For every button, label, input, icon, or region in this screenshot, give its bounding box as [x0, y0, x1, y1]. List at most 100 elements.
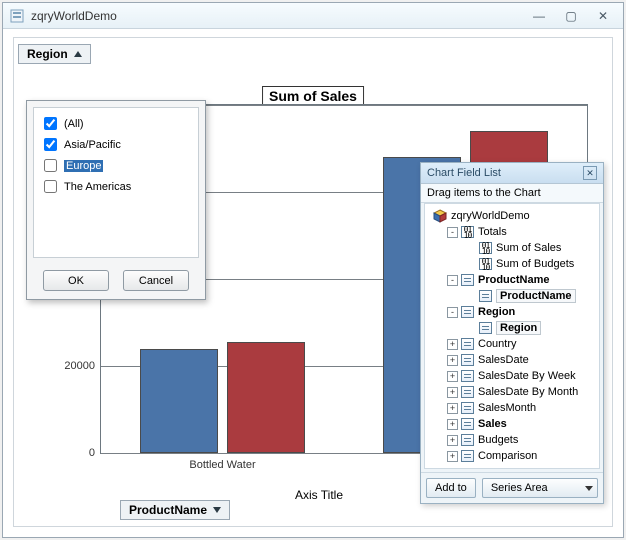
tree-node-label: Region: [496, 321, 541, 335]
collapse-icon[interactable]: -: [447, 307, 458, 318]
field-icon: [461, 370, 474, 382]
field-icon: [461, 274, 474, 286]
bar[interactable]: [227, 342, 305, 453]
field-icon: [461, 450, 474, 462]
region-dropzone-label: Region: [27, 47, 68, 61]
tree-node[interactable]: -ProductName: [431, 272, 597, 288]
field-list-subtitle: Drag items to the Chart: [421, 184, 603, 203]
field-icon: [461, 418, 474, 430]
tree-node[interactable]: - Region: [431, 304, 597, 320]
filter-option-label: The Americas: [64, 181, 131, 193]
field-icon: [461, 386, 474, 398]
filter-option[interactable]: The Americas: [40, 177, 192, 196]
filter-checkbox[interactable]: [44, 138, 57, 151]
filter-checkbox[interactable]: [44, 180, 57, 193]
tree-node[interactable]: 0110Sum of Budgets: [431, 256, 597, 272]
filter-checkbox[interactable]: [44, 117, 57, 130]
tree-spacer: [465, 323, 476, 334]
tree-node[interactable]: Region: [431, 320, 597, 336]
tree-node-label: Sum of Budgets: [496, 258, 574, 270]
chart-field-list-panel[interactable]: Chart Field List ✕ Drag items to the Cha…: [420, 162, 604, 504]
tree-node[interactable]: 0110 Sum of Sales: [431, 240, 597, 256]
collapse-icon[interactable]: -: [447, 275, 458, 286]
filter-option-label: (All): [64, 118, 84, 130]
x-axis-label: Axis Title: [295, 488, 343, 502]
tree-node[interactable]: + Country: [431, 336, 597, 352]
window-title: zqryWorldDemo: [31, 9, 117, 23]
tree-spacer: [465, 259, 476, 270]
tree-node-label: Region: [478, 306, 515, 318]
totals-icon: 0110: [461, 226, 474, 238]
cube-icon: [433, 209, 447, 223]
tree-node[interactable]: +Sales: [431, 416, 597, 432]
chart-canvas: Region ProductName Sum of Sales Axis Tit…: [13, 37, 613, 527]
tree-node-label: SalesDate By Month: [478, 386, 578, 398]
dropdown-up-icon: [74, 51, 82, 57]
productname-dropzone[interactable]: ProductName: [120, 500, 230, 520]
filter-option-label: Asia/Pacific: [64, 139, 121, 151]
expand-icon[interactable]: +: [447, 339, 458, 350]
field-icon: [479, 290, 492, 302]
tree-node[interactable]: + Comparison: [431, 448, 597, 464]
tree-node-label: ProductName: [496, 289, 576, 303]
tree-node-label: Sum of Sales: [496, 242, 561, 254]
tree-node-label: SalesDate By Week: [478, 370, 576, 382]
totals-icon: 0110: [479, 242, 492, 254]
ok-button[interactable]: OK: [43, 270, 109, 291]
tree-node-label: Totals: [478, 226, 507, 238]
filter-checkbox[interactable]: [44, 159, 57, 172]
tree-node[interactable]: + SalesDate By Week: [431, 368, 597, 384]
titlebar[interactable]: zqryWorldDemo — ▢ ✕: [3, 3, 623, 29]
filter-option[interactable]: (All): [40, 114, 192, 133]
minimize-button[interactable]: —: [525, 8, 553, 24]
tree-node[interactable]: + SalesDate: [431, 352, 597, 368]
field-list-titlebar[interactable]: Chart Field List ✕: [421, 163, 603, 184]
expand-icon[interactable]: +: [447, 355, 458, 366]
tree-node[interactable]: + SalesDate By Month: [431, 384, 597, 400]
filter-option[interactable]: Asia/Pacific: [40, 135, 192, 154]
filter-options-list: (All) Asia/Pacific Europe The Americas: [33, 107, 199, 258]
bar[interactable]: [140, 349, 218, 453]
dropdown-down-icon: [213, 507, 221, 513]
tree-node-label: Country: [478, 338, 517, 350]
tree-node-label: Comparison: [478, 450, 537, 462]
expand-icon[interactable]: +: [447, 371, 458, 382]
field-icon: [461, 434, 474, 446]
filter-option-label: Europe: [64, 160, 103, 172]
productname-dropzone-label: ProductName: [129, 503, 207, 517]
tree-root[interactable]: zqryWorldDemo: [431, 208, 597, 224]
tree-spacer: [465, 291, 476, 302]
tree-node[interactable]: ProductName: [431, 288, 597, 304]
collapse-icon[interactable]: -: [447, 227, 458, 238]
cancel-button[interactable]: Cancel: [123, 270, 189, 291]
tree-node-label: SalesDate: [478, 354, 529, 366]
field-icon: [461, 338, 474, 350]
expand-icon[interactable]: +: [447, 403, 458, 414]
region-filter-popup: (All) Asia/Pacific Europe The Americas OK C…: [26, 100, 206, 300]
field-icon: [461, 354, 474, 366]
maximize-button[interactable]: ▢: [557, 8, 585, 24]
expand-icon[interactable]: +: [447, 387, 458, 398]
expand-icon[interactable]: +: [447, 419, 458, 430]
expand-icon[interactable]: +: [447, 451, 458, 462]
tree-node[interactable]: +SalesMonth: [431, 400, 597, 416]
tree-node[interactable]: -0110 Totals: [431, 224, 597, 240]
close-button[interactable]: ✕: [589, 8, 617, 24]
expand-icon[interactable]: +: [447, 435, 458, 446]
y-tick-label: 0: [89, 447, 95, 459]
series-area-combo[interactable]: Series Area: [482, 478, 598, 498]
field-list-close-icon[interactable]: ✕: [583, 166, 597, 180]
field-icon: [461, 306, 474, 318]
category-label: Bottled Water: [189, 459, 255, 471]
field-tree: zqryWorldDemo -0110Totals0110Sum of Sale…: [424, 203, 600, 469]
field-icon: [461, 402, 474, 414]
series-area-combo-label: Series Area: [491, 482, 548, 494]
tree-node-label: Budgets: [478, 434, 518, 446]
tree-node[interactable]: + Budgets: [431, 432, 597, 448]
app-window: zqryWorldDemo — ▢ ✕ Region ProductName S…: [2, 2, 624, 538]
y-tick-label: 20000: [64, 360, 95, 372]
add-to-button[interactable]: Add to: [426, 478, 476, 498]
region-dropzone[interactable]: Region: [18, 44, 91, 64]
combo-arrow-icon: [585, 486, 593, 491]
filter-option[interactable]: Europe: [40, 156, 192, 175]
